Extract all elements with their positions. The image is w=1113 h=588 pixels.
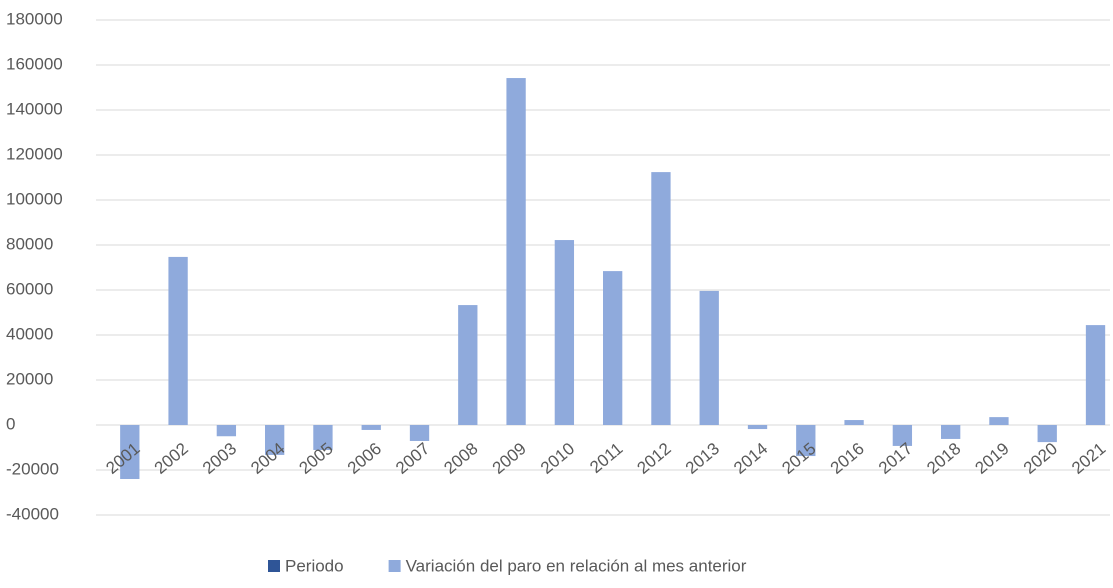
y-tick-label: 100000 [6, 189, 63, 208]
bar [844, 420, 864, 425]
y-tick-label: 40000 [6, 324, 53, 343]
bar [796, 425, 816, 457]
y-tick-label: 0 [6, 414, 15, 433]
y-tick-label: 120000 [6, 144, 63, 163]
x-tick-label: 2012 [634, 439, 675, 478]
bar [892, 425, 913, 446]
y-tick-label: 60000 [6, 279, 53, 298]
y-tick-label: -20000 [6, 459, 59, 478]
x-tick-label: 2018 [923, 439, 964, 478]
bar [361, 425, 381, 430]
bar [1037, 425, 1057, 443]
x-tick-label: 2009 [489, 439, 530, 478]
x-tick-label: 2007 [392, 439, 433, 478]
bar [313, 425, 333, 450]
y-tick-label: 140000 [6, 99, 63, 118]
bar [409, 425, 430, 441]
bar [603, 271, 623, 425]
y-tick-label: 80000 [6, 234, 53, 253]
bar [506, 78, 526, 426]
bar [1085, 325, 1106, 425]
x-tick-label: 2013 [682, 439, 723, 478]
x-tick-label: 2008 [440, 439, 481, 478]
y-tick-label: -40000 [6, 504, 59, 523]
x-tick-label: 2016 [827, 439, 868, 478]
bar [265, 425, 285, 455]
bar [699, 290, 719, 425]
y-tick-label: 160000 [6, 54, 63, 73]
x-tick-label: 2002 [151, 439, 192, 478]
x-tick-label: 2020 [1020, 439, 1061, 478]
bar [120, 425, 140, 479]
legend-swatch [268, 560, 280, 572]
x-tick-label: 2006 [344, 439, 385, 478]
bar [554, 240, 575, 425]
bar [941, 425, 961, 439]
x-tick-label: 2010 [537, 439, 578, 478]
bar [651, 172, 671, 425]
bar [168, 256, 188, 425]
x-tick-label: 2021 [1068, 439, 1109, 478]
x-tick-label: 2011 [586, 439, 626, 477]
y-tick-label: 20000 [6, 369, 53, 388]
legend-label: Variación del paro en relación al mes an… [406, 556, 747, 575]
bar [747, 425, 768, 430]
x-tick-label: 2003 [199, 439, 240, 478]
legend-swatch [388, 560, 401, 572]
bar [458, 305, 478, 425]
y-tick-label: 180000 [6, 9, 63, 28]
bar [216, 425, 237, 437]
bar [989, 417, 1009, 425]
legend-label: Periodo [285, 556, 344, 575]
x-tick-label: 2019 [972, 439, 1013, 478]
x-tick-label: 2014 [730, 439, 771, 478]
